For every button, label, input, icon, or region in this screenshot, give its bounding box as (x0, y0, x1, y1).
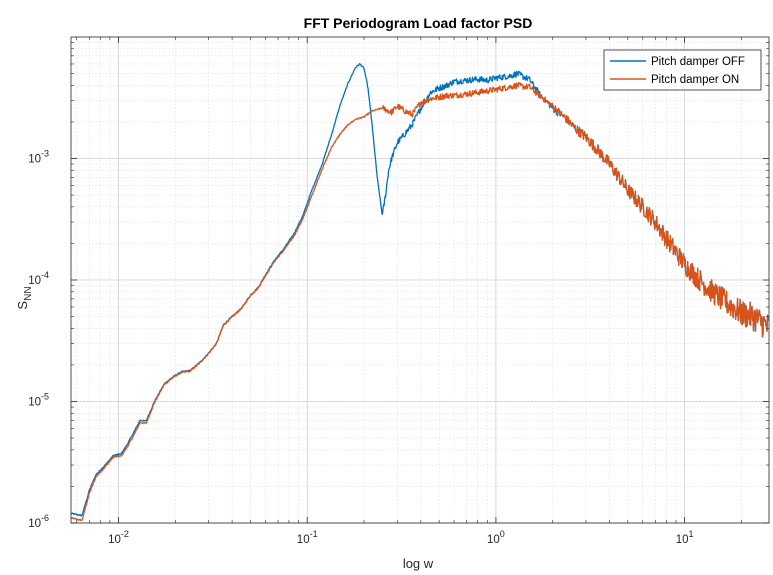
x-tick-labels: 10-2 10-1 100 101 (108, 529, 693, 546)
y-tick-label-base: 10 (28, 275, 41, 287)
y-tick-label-base: 10 (28, 154, 41, 166)
legend-label-off: Pitch damper OFF (651, 56, 745, 68)
y-tick-label-exponent: -5 (41, 392, 49, 402)
y-tick-label-base: 10 (28, 397, 41, 409)
x-tick-label-base: 10 (108, 534, 121, 546)
y-tick-label-base: 10 (28, 518, 41, 530)
y-axis-label: SNN (15, 286, 34, 309)
x-tick-label-exponent: 1 (689, 529, 694, 539)
y-axis-label-main: S (15, 301, 30, 310)
y-tick-labels: 10-610-510-410-3 (28, 149, 49, 531)
series-layer (71, 62, 769, 522)
y-tick-label: 10-3 (28, 149, 49, 166)
y-axis-label-text: SNN (15, 286, 34, 309)
x-tick-label-exponent: -2 (121, 529, 129, 539)
x-tick-label-exponent: -1 (310, 529, 318, 539)
x-axis-label: log w (403, 556, 434, 571)
y-tick-label: 10-6 (28, 513, 49, 530)
x-tick-label-exponent: 0 (500, 529, 505, 539)
x-tick-label-base: 10 (487, 534, 500, 546)
legend-box (603, 49, 762, 91)
x-tick-label-base: 10 (676, 534, 689, 546)
legend-label-on: Pitch damper ON (651, 74, 739, 86)
y-axis-label-subscript: NN (23, 286, 34, 300)
major-grid (71, 37, 769, 524)
series-line-pitch-damper-on (71, 81, 769, 522)
x-tick-label: 101 (676, 529, 694, 546)
y-tick-label: 10-5 (28, 392, 49, 409)
tick-marks (71, 37, 769, 524)
y-tick-label-exponent: -6 (41, 513, 49, 523)
x-tick-label-base: 10 (297, 534, 310, 546)
x-tick-label: 10-1 (297, 529, 318, 546)
x-tick-label: 100 (487, 529, 505, 546)
x-tick-label: 10-2 (108, 529, 129, 546)
y-tick-label-exponent: -3 (41, 149, 49, 159)
y-tick-label: 10-4 (28, 270, 49, 287)
chart-title: FFT Periodogram Load factor PSD (304, 15, 533, 31)
legend: Pitch damper OFF Pitch damper ON (603, 49, 762, 91)
y-tick-label-exponent: -4 (41, 270, 49, 280)
